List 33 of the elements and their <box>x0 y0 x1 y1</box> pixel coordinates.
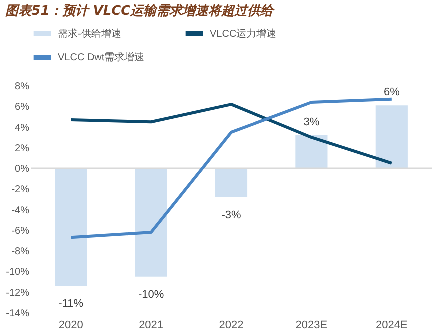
chart-title: 图表51：预计 VLCC运输需求增速将超过供给 <box>6 3 276 19</box>
legend-label: VLCC运力增速 <box>210 28 277 40</box>
bar <box>215 168 248 198</box>
x-tick-label: 2020 <box>58 320 84 332</box>
y-tick-label: 8% <box>15 82 30 92</box>
legend-label: 需求-供给增速 <box>58 28 122 40</box>
legend-label: VLCC Dwt需求增速 <box>58 52 145 64</box>
line-series <box>70 103 394 165</box>
y-tick-label: 0% <box>15 164 30 176</box>
data-label: -10% <box>138 288 164 301</box>
data-label: -3% <box>222 209 242 222</box>
data-label: 6% <box>384 86 400 99</box>
y-tick-label: -2% <box>12 184 30 196</box>
x-tick-label: 2021 <box>139 320 164 332</box>
data-label: 3% <box>304 116 320 129</box>
y-tick-label: -8% <box>12 246 30 258</box>
y-tick-label: -12% <box>6 288 30 299</box>
y-tick-label: -10% <box>6 267 30 278</box>
bar <box>135 168 168 277</box>
x-tick-label: 2024E <box>376 320 408 332</box>
data-label: -11% <box>58 298 84 310</box>
bar <box>55 168 88 286</box>
y-tick-label: 2% <box>15 143 30 154</box>
y-tick-label: -4% <box>12 205 30 216</box>
y-tick-label: 4% <box>15 122 30 134</box>
x-tick-label: 2022 <box>219 320 244 332</box>
bar <box>296 136 328 169</box>
y-tick-label: -6% <box>12 226 30 237</box>
y-tick-label: 6% <box>15 102 30 114</box>
bar <box>376 106 408 169</box>
line-series <box>70 98 394 240</box>
y-tick-label: -14% <box>6 308 30 320</box>
x-tick-label: 2023E <box>296 320 328 332</box>
